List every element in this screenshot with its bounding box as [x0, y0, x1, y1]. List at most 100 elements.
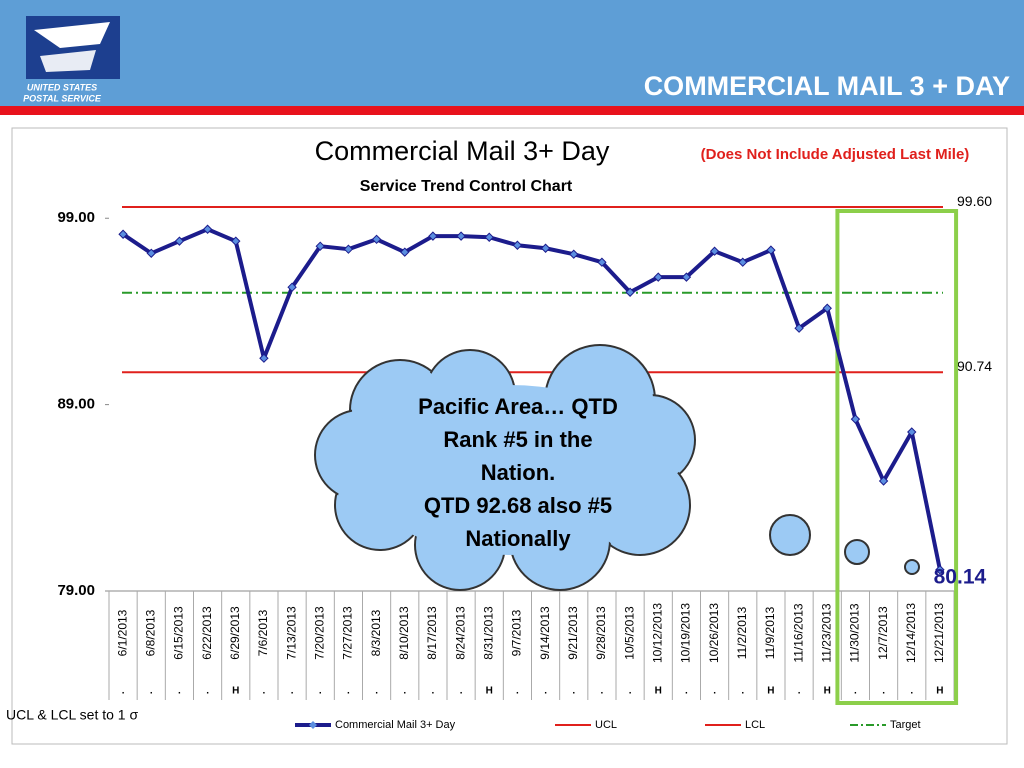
x-flag-label: . [910, 686, 913, 697]
legend-marker [309, 721, 317, 729]
x-tick-label: 9/7/2013 [510, 609, 524, 656]
x-tick-label: 7/13/2013 [284, 606, 298, 660]
x-tick-label: 11/30/2013 [848, 603, 862, 662]
data-point [597, 257, 607, 267]
slide-title: COMMERCIAL MAIL 3 + DAY [644, 71, 1010, 101]
data-point [371, 234, 382, 245]
thought-bubble [904, 559, 920, 575]
footnote: UCL & LCL set to 1 σ [6, 707, 138, 723]
x-flag-label: . [263, 686, 266, 697]
org-line: POSTAL SERVICE [23, 93, 102, 103]
data-point [935, 565, 945, 575]
x-tick-label: 7/20/2013 [312, 606, 326, 660]
callout-text: Pacific Area… QTD [418, 394, 618, 419]
data-point [315, 241, 325, 251]
x-tick-label: 10/26/2013 [707, 603, 721, 663]
x-tick-label: 8/3/2013 [369, 609, 383, 656]
data-point [456, 231, 466, 241]
x-flag-label: . [601, 686, 604, 697]
data-point [794, 323, 804, 333]
data-point [174, 236, 185, 246]
thought-bubble [769, 514, 811, 556]
header-band [0, 0, 1024, 106]
x-tick-label: 12/14/2013 [904, 603, 918, 663]
data-point [625, 287, 635, 297]
header-stripe [0, 106, 1024, 115]
x-flag-label: . [713, 686, 716, 697]
x-flag-label: . [516, 686, 519, 697]
x-flag-label: . [882, 686, 885, 697]
data-point [484, 232, 494, 242]
data-point [146, 248, 156, 258]
x-flag-label: H [767, 686, 774, 697]
x-flag-label: . [629, 686, 632, 697]
x-tick-label: 9/28/2013 [594, 606, 608, 660]
cloud-fill [317, 347, 693, 588]
x-flag-label: . [403, 686, 406, 697]
data-point [569, 249, 579, 259]
org-line: UNITED STATES [27, 82, 97, 92]
x-tick-label: 8/31/2013 [481, 606, 495, 660]
x-flag-label: . [375, 686, 378, 697]
x-tick-label: 6/1/2013 [115, 609, 129, 656]
chart-subtitle: Service Trend Control Chart [360, 178, 573, 195]
data-point [709, 246, 720, 256]
x-flag-label: H [655, 686, 662, 697]
callout [314, 344, 920, 591]
x-flag-label: . [854, 686, 857, 697]
x-flag-label: . [460, 686, 463, 697]
x-flag-label: . [572, 686, 575, 697]
legend-label: Commercial Mail 3+ Day [335, 719, 456, 731]
logo-eagle [34, 22, 110, 48]
data-point [822, 303, 832, 313]
data-point [907, 427, 917, 437]
y-tick-label: 89.00 [57, 396, 95, 413]
x-tick-label: 12/21/2013 [932, 603, 946, 663]
data-point [653, 272, 663, 282]
data-label: 80.14 [934, 565, 987, 588]
y-tick-label: 79.00 [57, 582, 95, 599]
x-flag-label: . [319, 686, 322, 697]
legend-label: UCL [595, 719, 617, 731]
x-flag-label: . [741, 686, 744, 697]
x-flag-label: H [936, 686, 943, 697]
x-tick-label: 6/8/2013 [143, 609, 157, 656]
data-point [428, 231, 438, 241]
x-flag-label: . [150, 686, 153, 697]
reference-label: 90.74 [957, 358, 992, 374]
thought-bubble [844, 539, 870, 565]
x-tick-label: 7/6/2013 [256, 609, 270, 656]
x-tick-label: 7/27/2013 [341, 606, 355, 660]
highlight-box [835, 209, 959, 705]
x-tick-label: 6/22/2013 [200, 606, 214, 660]
x-flag-label: H [824, 686, 831, 697]
data-point [850, 414, 861, 424]
data-point [118, 229, 128, 239]
data-point [540, 243, 551, 253]
data-point [681, 272, 692, 282]
x-flag-label: . [432, 686, 435, 697]
data-point [512, 240, 523, 250]
x-tick-label: 12/7/2013 [876, 606, 890, 660]
x-tick-label: 11/16/2013 [791, 603, 805, 662]
x-tick-label: 8/17/2013 [425, 606, 439, 660]
x-tick-label: 6/29/2013 [228, 606, 242, 660]
x-tick-label: 8/10/2013 [397, 606, 411, 660]
x-tick-label: 10/19/2013 [679, 603, 693, 663]
x-flag-label: . [206, 686, 209, 697]
chart-note: (Does Not Include Adjusted Last Mile) [701, 146, 970, 163]
callout-text: QTD 92.68 also #5 [424, 493, 612, 518]
x-flag-label: H [486, 686, 493, 697]
x-tick-label: 10/5/2013 [622, 606, 636, 660]
legend-label: LCL [745, 719, 765, 731]
x-tick-label: 9/14/2013 [538, 606, 552, 660]
x-tick-label: 8/24/2013 [453, 606, 467, 660]
callout-text: Nationally [465, 526, 571, 551]
x-flag-label: . [291, 686, 294, 697]
callout-text: Nation. [481, 460, 556, 485]
series-line [121, 227, 942, 571]
data-point [231, 236, 241, 246]
legend-label: Target [890, 719, 921, 731]
x-flag-label: H [232, 686, 239, 697]
